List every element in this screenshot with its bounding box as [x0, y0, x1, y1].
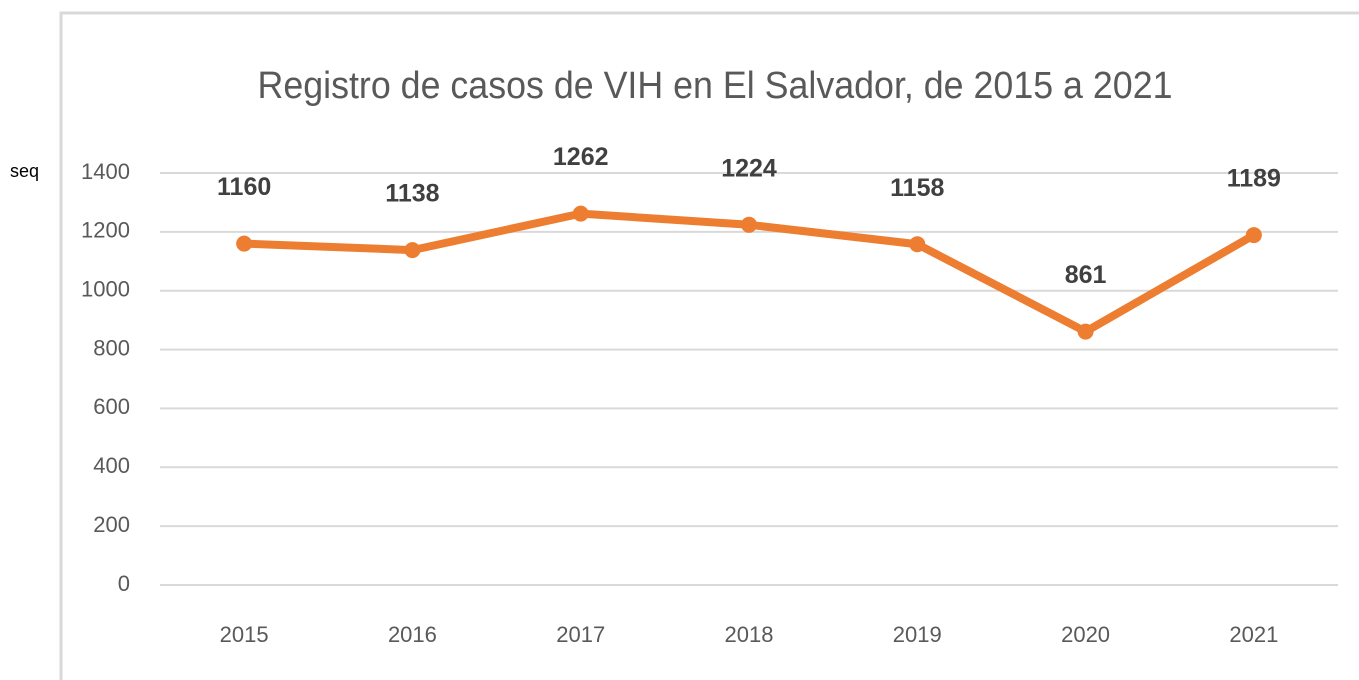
- x-tick-label: 2018: [725, 622, 774, 647]
- data-label: 1160: [217, 173, 271, 201]
- marker: [909, 236, 926, 253]
- y-tick-label: 200: [93, 512, 130, 537]
- data-label: 861: [1065, 261, 1107, 289]
- y-tick-label: 400: [93, 453, 130, 478]
- y-tick-label: 1400: [81, 159, 130, 184]
- y-tick-label: 1200: [81, 218, 130, 243]
- chart-title: Registro de casos de VIH en El Salvador,…: [258, 65, 1173, 107]
- y-tick-label: 600: [93, 394, 130, 419]
- y-tick-label: 800: [93, 335, 130, 360]
- marker: [741, 216, 757, 233]
- x-tick-label: 2015: [220, 622, 269, 647]
- x-tick-label: 2017: [556, 622, 605, 647]
- data-label: 1224: [721, 154, 777, 182]
- data-label: 1262: [553, 143, 609, 171]
- marker: [236, 235, 253, 252]
- marker: [1077, 323, 1094, 340]
- y-tick-label: 0: [118, 571, 130, 596]
- data-label: 1138: [385, 180, 439, 208]
- data-label: 1158: [890, 174, 944, 202]
- data-label: 1189: [1227, 165, 1281, 193]
- x-tick-label: 2020: [1061, 622, 1110, 647]
- x-tick-label: 2016: [388, 622, 437, 647]
- annotation: seq: [10, 161, 39, 181]
- x-tick-label: 2019: [893, 622, 942, 647]
- marker: [572, 205, 589, 222]
- chart-frame: [59, 11, 1359, 680]
- marker: [1245, 227, 1262, 244]
- y-tick-label: 1000: [81, 277, 130, 302]
- marker: [404, 242, 421, 259]
- x-tick-label: 2021: [1229, 622, 1278, 647]
